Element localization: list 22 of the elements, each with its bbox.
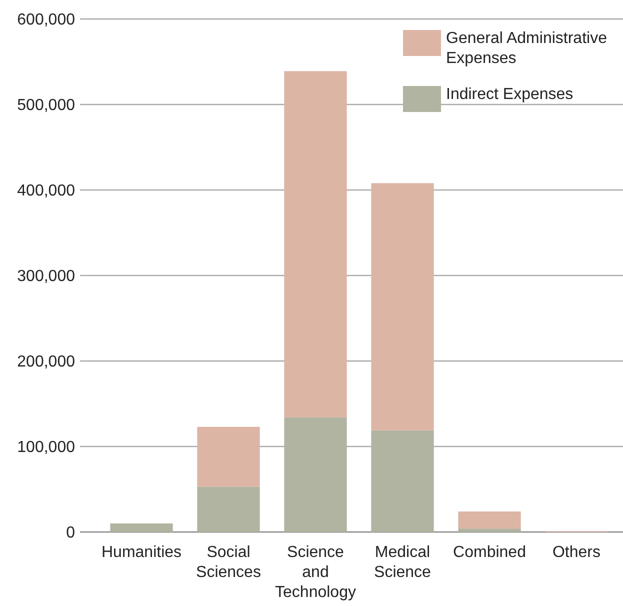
bar (371, 183, 434, 430)
x-tick-label: Medical Science (374, 544, 432, 581)
legend-label: Indirect Expenses (446, 86, 574, 103)
y-tick-label: 600,000 (17, 12, 76, 29)
x-tick-label: Humanities (101, 544, 182, 561)
y-tick-label: 100,000 (17, 439, 76, 456)
bar (458, 528, 521, 532)
y-tick-label: 500,000 (17, 97, 76, 114)
y-tick-label: 400,000 (17, 182, 76, 200)
x-tick-label: Others (552, 544, 601, 561)
x-tick-label: Science and Technology (275, 544, 356, 601)
y-tick-label: 0 (66, 524, 76, 542)
x-tick-label: Social Sciences (196, 544, 261, 581)
y-tick-label: 300,000 (17, 268, 76, 286)
legend-label: General Administrative Expenses (446, 30, 608, 67)
bar (458, 511, 521, 529)
x-tick-label: Combined (453, 544, 526, 561)
bar (197, 486, 260, 532)
y-tick-label: 200,000 (17, 354, 76, 371)
bar (110, 523, 173, 532)
bar (197, 426, 260, 487)
bar (284, 71, 347, 418)
